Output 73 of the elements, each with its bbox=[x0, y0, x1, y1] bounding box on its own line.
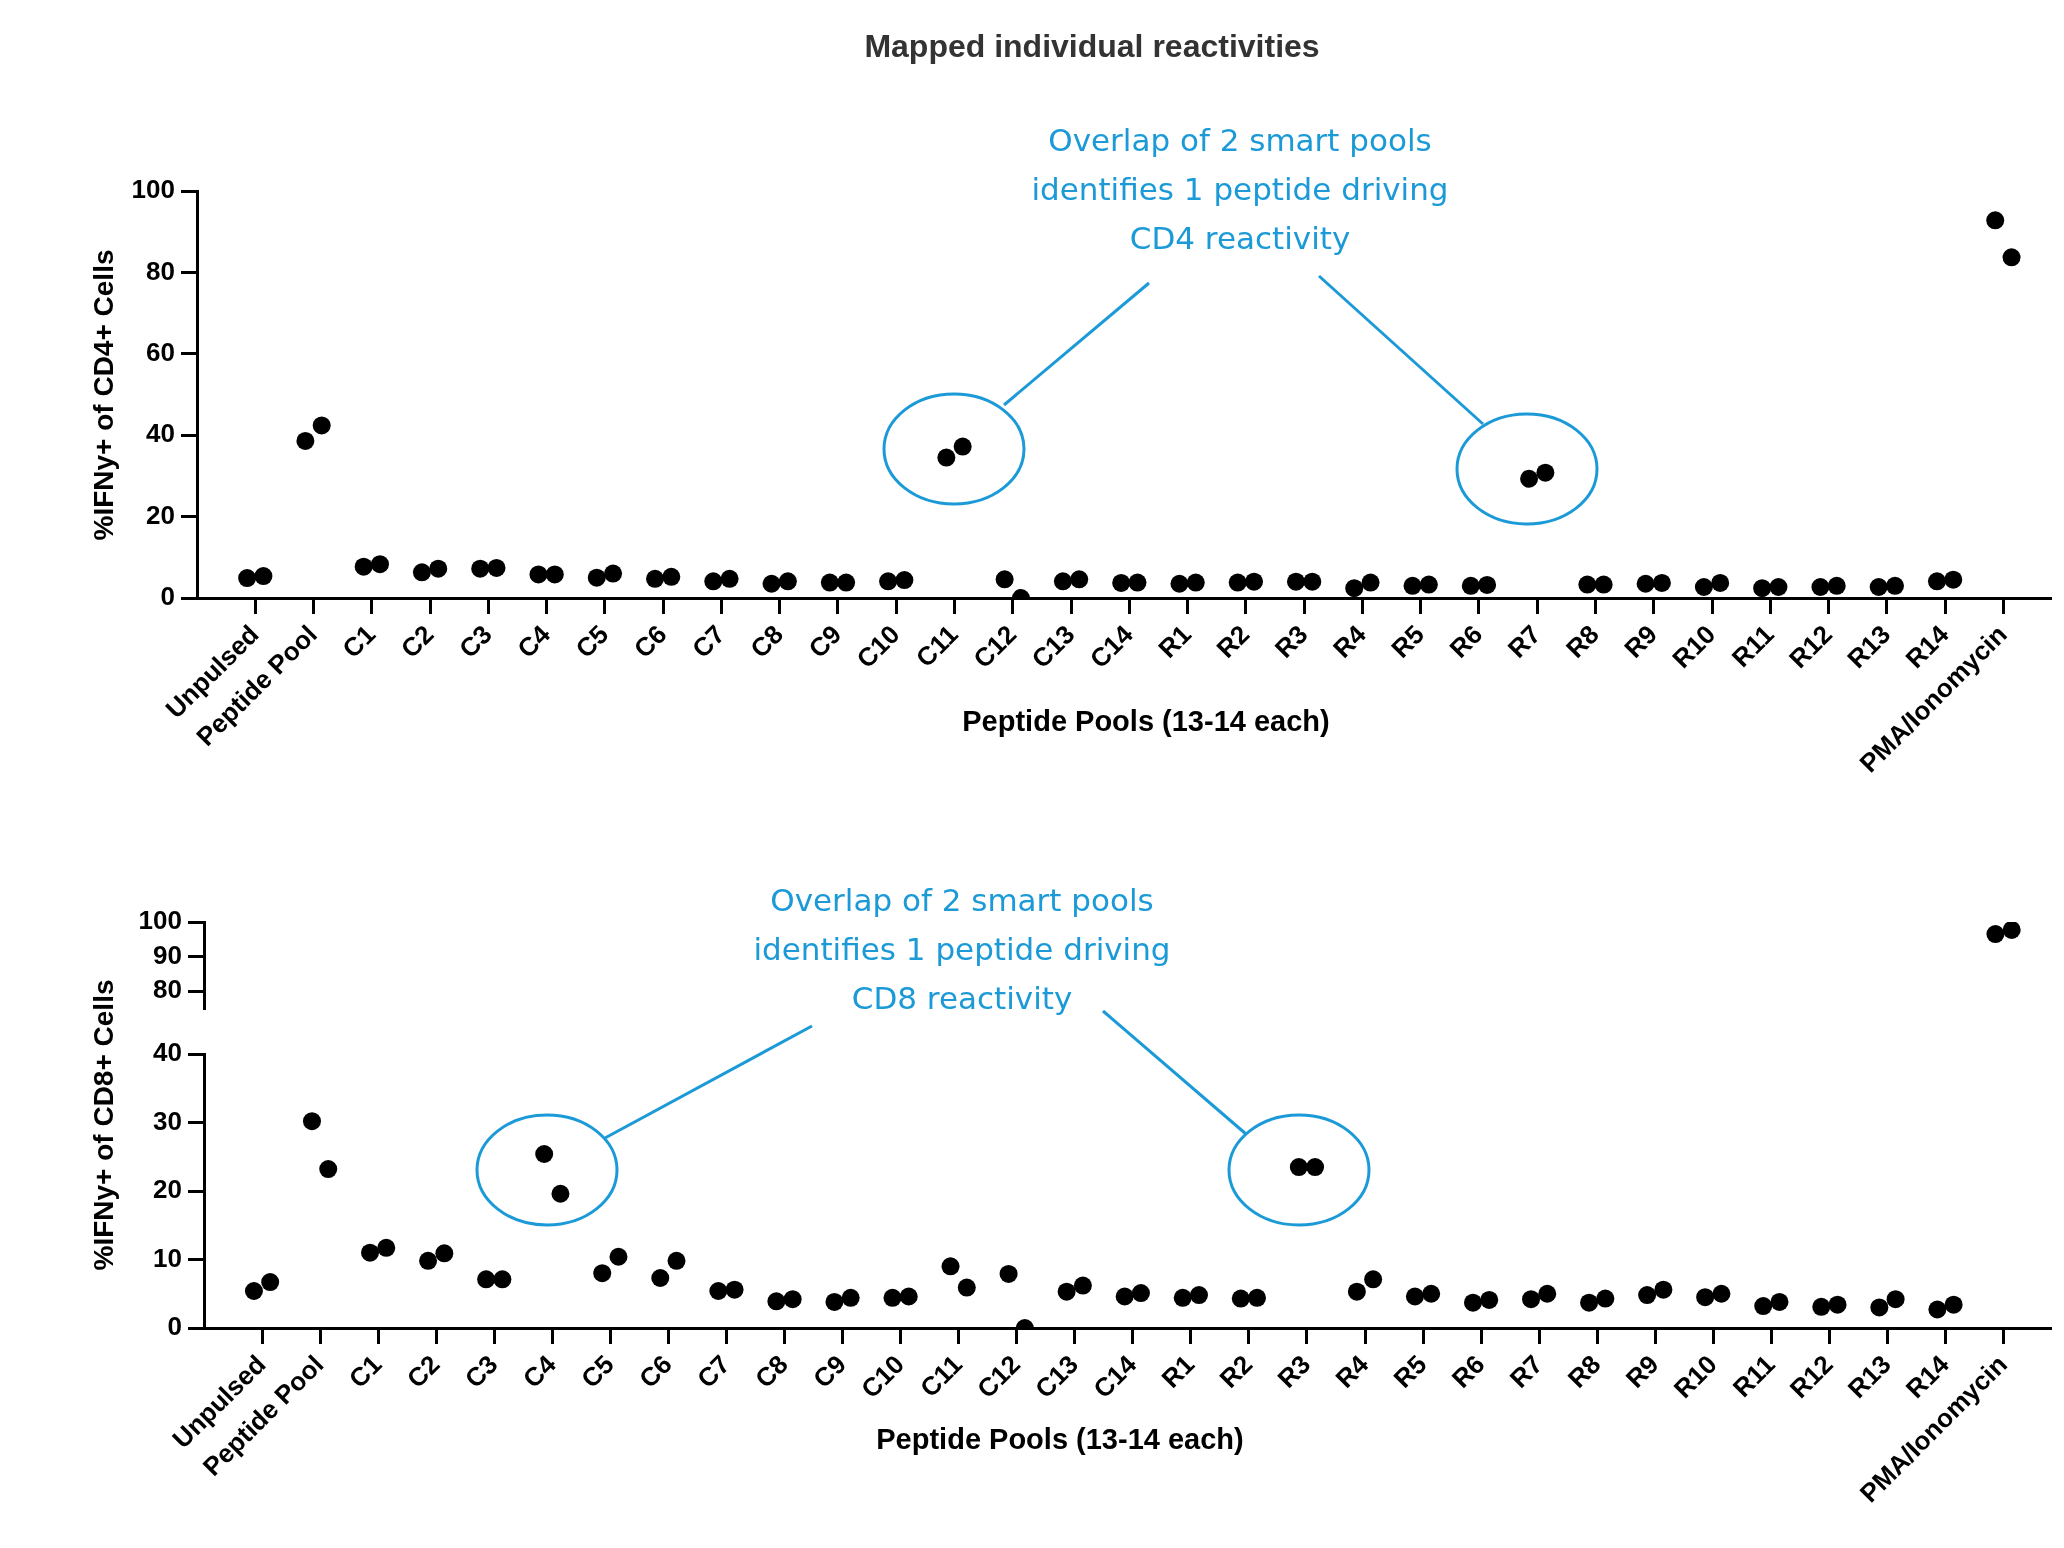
x-tick-label: C7 bbox=[691, 1349, 736, 1394]
x-tick-label: R11 bbox=[1726, 1349, 1781, 1404]
x-tick-label: C7 bbox=[686, 619, 731, 664]
x-tick-label: R8 bbox=[1561, 1349, 1607, 1394]
x-tick-label: C5 bbox=[569, 619, 615, 664]
x-tick-label: C10 bbox=[854, 1349, 910, 1405]
x-tick-label: C11 bbox=[909, 619, 964, 674]
x-tick-label: C14 bbox=[1083, 618, 1140, 675]
y-tick-label: 60 bbox=[146, 336, 175, 367]
x-tick-label: R11 bbox=[1725, 619, 1780, 674]
x-tick-label: C4 bbox=[511, 618, 557, 664]
y-tick-label: 40 bbox=[153, 1037, 182, 1068]
x-tick-label: R3 bbox=[1271, 1349, 1317, 1394]
x-tick-label: R7 bbox=[1501, 619, 1547, 664]
x-tick-label: C2 bbox=[394, 619, 440, 664]
x-tick-label: C14 bbox=[1087, 1348, 1143, 1405]
x-tick-label: C1 bbox=[336, 619, 382, 664]
x-tick-label: R12 bbox=[1782, 619, 1838, 675]
x-tick-label: R8 bbox=[1560, 619, 1605, 664]
y-tick-label: 30 bbox=[153, 1105, 182, 1136]
x-axis-title: Peptide Pools (13-14 each) bbox=[961, 705, 1331, 738]
x-tick-label: C8 bbox=[749, 1349, 794, 1394]
x-tick-label: R5 bbox=[1385, 619, 1430, 664]
x-tick-label: R4 bbox=[1327, 618, 1373, 664]
x-tick-label: R2 bbox=[1213, 1349, 1259, 1394]
x-axis-title: Peptide Pools (13-14 each) bbox=[875, 1423, 1245, 1456]
x-tick-label: R9 bbox=[1619, 1349, 1665, 1394]
x-tick-label: C6 bbox=[627, 619, 673, 664]
x-tick-label: C12 bbox=[967, 619, 1023, 675]
x-tick-label: C5 bbox=[574, 1349, 620, 1394]
y-tick-label: 20 bbox=[146, 499, 175, 530]
x-tick-label: R4 bbox=[1329, 1348, 1375, 1394]
y-axis-title: %IFNy+ of CD8+ Cells bbox=[88, 978, 120, 1273]
x-tick-label: C2 bbox=[400, 1349, 446, 1394]
x-tick-label: C13 bbox=[1025, 619, 1081, 675]
y-tick-label: 100 bbox=[138, 905, 182, 936]
chart-title: Mapped individual reactivities bbox=[863, 28, 1321, 65]
y-tick-label: 40 bbox=[146, 418, 175, 449]
x-tick-label: R3 bbox=[1268, 619, 1314, 664]
x-tick-label: C4 bbox=[516, 1348, 562, 1394]
x-tick-label: R7 bbox=[1503, 1349, 1549, 1394]
y-tick-label: 80 bbox=[153, 974, 182, 1005]
x-tick-label: C3 bbox=[458, 1349, 504, 1394]
x-tick-label: C6 bbox=[632, 1349, 678, 1394]
y-tick-label: 20 bbox=[153, 1174, 182, 1205]
x-tick-label: C11 bbox=[914, 1349, 968, 1404]
x-tick-label: C3 bbox=[452, 619, 498, 664]
x-tick-label: C9 bbox=[802, 619, 848, 664]
x-tick-label: R6 bbox=[1443, 619, 1489, 664]
x-tick-label: R1 bbox=[1155, 1349, 1201, 1394]
x-tick-label: R5 bbox=[1387, 1349, 1433, 1394]
x-tick-label: R6 bbox=[1445, 1349, 1491, 1394]
annotation: Overlap of 2 smart pools identifies 1 peptide driving CD4 reactivity bbox=[1030, 121, 1450, 258]
x-tick-label: R9 bbox=[1618, 619, 1664, 664]
x-tick-label: C8 bbox=[744, 619, 790, 664]
y-tick-label: 100 bbox=[131, 174, 175, 205]
y-tick-label: 10 bbox=[153, 1242, 182, 1273]
x-tick-label: C13 bbox=[1029, 1349, 1085, 1405]
x-tick-label: C1 bbox=[342, 1349, 388, 1394]
x-tick-label: R10 bbox=[1667, 1349, 1723, 1405]
annotation: Overlap of 2 smart pools identifies 1 peptide driving CD8 reactivity bbox=[752, 881, 1172, 1018]
y-axis-title: %IFNy+ of CD4+ Cells bbox=[88, 248, 120, 543]
x-tick-label: R1 bbox=[1152, 619, 1197, 664]
x-tick-label: R12 bbox=[1783, 1349, 1839, 1405]
x-tick-label: R10 bbox=[1666, 619, 1722, 675]
y-tick-label: 90 bbox=[153, 939, 182, 970]
x-tick-label: C10 bbox=[850, 619, 906, 675]
y-tick-label: 0 bbox=[167, 1311, 182, 1342]
x-tick-label: C12 bbox=[971, 1349, 1027, 1405]
y-tick-label: 0 bbox=[160, 581, 175, 612]
y-tick-label: 80 bbox=[146, 255, 175, 286]
x-tick-label: R2 bbox=[1210, 619, 1256, 664]
x-tick-label: C9 bbox=[807, 1349, 852, 1394]
